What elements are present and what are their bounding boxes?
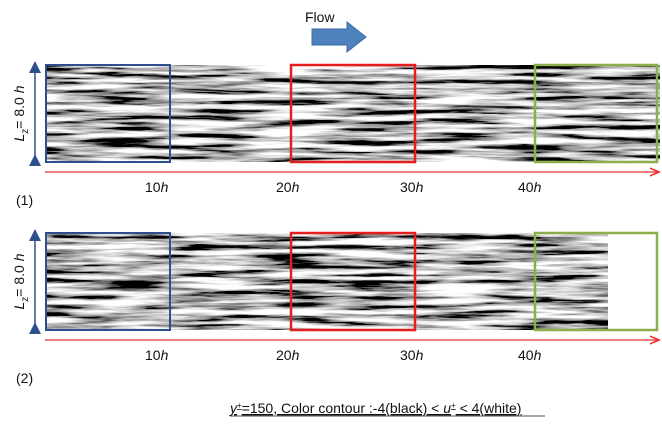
height-label: Lz= 8.0 h [11, 253, 31, 309]
caption-part: + [237, 401, 242, 410]
panel-label: (1) [16, 192, 33, 208]
tick-unit: h [534, 347, 542, 363]
tick-number: 40 [518, 179, 534, 195]
tick-number: 30 [400, 179, 416, 195]
tick-unit: h [292, 179, 300, 195]
x-tick-label: 20h [276, 347, 300, 363]
height-label-part: = 8.0 [11, 261, 27, 296]
x-tick-label: 40h [518, 347, 542, 363]
height-label: Lz= 8.0 h [11, 85, 31, 141]
flow-arrow [311, 20, 367, 54]
x-tick-label: 10h [145, 179, 169, 195]
tick-number: 40 [518, 347, 534, 363]
x-tick-label: 30h [400, 179, 424, 195]
tick-unit: h [161, 179, 169, 195]
tick-unit: h [416, 179, 424, 195]
x-tick-label: 40h [518, 179, 542, 195]
caption-part: + [451, 401, 456, 410]
caption-part: =150, Color contour :-4(black) < [242, 400, 444, 416]
flow-label: Flow [305, 9, 335, 25]
x-tick-label: 30h [400, 347, 424, 363]
tick-number: 20 [276, 179, 292, 195]
height-label-part: z [20, 129, 31, 134]
region-box [289, 231, 417, 332]
x-tick-label: 20h [276, 179, 300, 195]
contour-field [45, 65, 660, 162]
height-label-part: h [11, 85, 27, 93]
contour-field [45, 233, 608, 330]
height-label-part: = 8.0 [11, 93, 27, 128]
height-label-part: h [11, 253, 27, 261]
tick-unit: h [161, 347, 169, 363]
tick-number: 30 [400, 347, 416, 363]
tick-number: 20 [276, 347, 292, 363]
height-label-part: L [11, 302, 27, 310]
caption: y+=150, Color contour :-4(black) < u+ < … [229, 400, 521, 416]
tick-unit: h [416, 347, 424, 363]
height-label-part: L [11, 134, 27, 142]
caption-part: y [229, 400, 238, 416]
tick-number: 10 [145, 347, 161, 363]
region-box [533, 63, 659, 164]
region-box [289, 63, 417, 164]
caption-part: u [443, 400, 451, 416]
region-box [45, 232, 171, 331]
region-box [533, 231, 659, 332]
caption-part: < 4(white) [456, 400, 522, 416]
tick-number: 10 [145, 179, 161, 195]
tick-unit: h [292, 347, 300, 363]
region-box [45, 64, 171, 163]
tick-unit: h [534, 179, 542, 195]
x-tick-label: 10h [145, 347, 169, 363]
height-label-part: z [20, 297, 31, 302]
panel-label: (2) [16, 370, 33, 386]
